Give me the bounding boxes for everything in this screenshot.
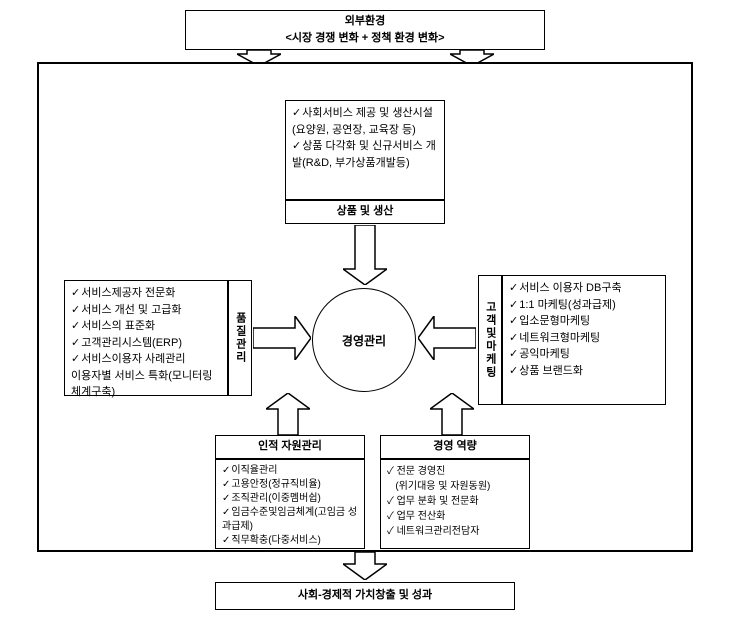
- quality-item-1: 서비스 개선 및 고급화: [71, 302, 221, 319]
- mgmt-line-4: ✓ 네트워크관리전담자: [387, 526, 479, 537]
- customer-item-4: 공익마케팅: [509, 346, 659, 363]
- mgmt-line-3: ✓ 업무 전산화: [387, 511, 445, 522]
- customer-item-3: 네트워크형마케팅: [509, 330, 659, 347]
- hr-label-box: 인적 자원관리: [215, 435, 365, 459]
- customer-label: 고객및마케팅: [482, 301, 499, 379]
- hr-item-1: 고용안정(정규직비율): [222, 478, 358, 492]
- arrow-customer-left: [418, 316, 476, 360]
- external-env-title1: 외부환경: [188, 13, 542, 30]
- hr-item-4: 직무확충(다중서비스): [222, 534, 358, 548]
- product-label: 상품 및 생산: [337, 205, 394, 217]
- arrow-mgmt-up: [430, 393, 474, 435]
- diagram-canvas: 외부환경 <시장 경쟁 변화 + 정책 환경 변화> 사회서비스 제공 및 생산…: [10, 10, 719, 615]
- customer-item-1: 1:1 마케팅(성과급제): [509, 297, 659, 314]
- product-item-1: 상품 다각화 및 신규서비스 개발(R&D, 부가상품개발등): [292, 138, 438, 171]
- center-circle: 경영관리: [312, 288, 416, 392]
- quality-list-box: 서비스제공자 전문화 서비스 개선 및 고급화 서비스의 표준화 고객관리시스템…: [64, 280, 228, 396]
- product-list-box: 사회서비스 제공 및 생산시설(요양원, 공연장, 교육장 등) 상품 다각화 …: [285, 100, 445, 200]
- arrow-bottom-down: [343, 552, 387, 580]
- outcome-text: 사회-경제적 가치창출 및 성과: [298, 589, 432, 601]
- quality-label-box: 품질관리: [228, 280, 252, 396]
- quality-item-0: 서비스제공자 전문화: [71, 285, 221, 302]
- hr-item-0: 이직율관리: [222, 464, 358, 478]
- quality-item-2: 서비스의 표준화: [71, 318, 221, 335]
- center-label: 경영관리: [342, 332, 386, 349]
- customer-item-2: 입소문형마케팅: [509, 313, 659, 330]
- mgmt-line-2: ✓ 업무 분화 및 전문화: [387, 496, 479, 507]
- customer-list-box: 서비스 이용자 DB구축 1:1 마케팅(성과급제) 입소문형마케팅 네트워크형…: [502, 275, 666, 405]
- quality-item-4: 서비스이용자 사례관리: [71, 351, 221, 368]
- customer-item-0: 서비스 이용자 DB구축: [509, 280, 659, 297]
- hr-list-box: 이직율관리 고용안정(정규직비율) 조직관리(이중멤버쉽) 임금수준및임금체계(…: [215, 459, 365, 549]
- mgmt-line-0: ✓ 전문 경영진: [387, 466, 445, 477]
- product-item-0: 사회서비스 제공 및 생산시설(요양원, 공연장, 교육장 등): [292, 105, 438, 138]
- arrow-product-down: [343, 225, 387, 285]
- customer-item-5: 상품 브랜드화: [509, 363, 659, 380]
- arrow-quality-right: [253, 316, 311, 360]
- mgmt-list-box: ✓ 전문 경영진 (위기대응 및 자원동원) ✓ 업무 분화 및 전문화 ✓ 업…: [380, 459, 530, 549]
- hr-item-3: 임금수준및임금체계(고임금 성과급제): [222, 506, 358, 534]
- hr-item-2: 조직관리(이중멤버쉽): [222, 492, 358, 506]
- mgmt-label: 경영 역량: [433, 440, 477, 452]
- product-label-box: 상품 및 생산: [285, 200, 445, 224]
- mgmt-label-box: 경영 역량: [380, 435, 530, 459]
- quality-item-3: 고객관리시스템(ERP): [71, 335, 221, 352]
- quality-label: 품질관리: [232, 312, 249, 364]
- external-env-box: 외부환경 <시장 경쟁 변화 + 정책 환경 변화>: [185, 10, 545, 50]
- mgmt-line-1: (위기대응 및 자원동원): [387, 481, 490, 492]
- customer-label-box: 고객및마케팅: [478, 275, 502, 405]
- external-env-title2: <시장 경쟁 변화 + 정책 환경 변화>: [188, 30, 542, 47]
- arrow-hr-up: [266, 393, 310, 435]
- hr-label: 인적 자원관리: [258, 440, 322, 452]
- quality-item-5: 이용자별 서비스 특화(모니터링체계구축): [71, 368, 221, 401]
- outcome-box: 사회-경제적 가치창출 및 성과: [215, 582, 515, 610]
